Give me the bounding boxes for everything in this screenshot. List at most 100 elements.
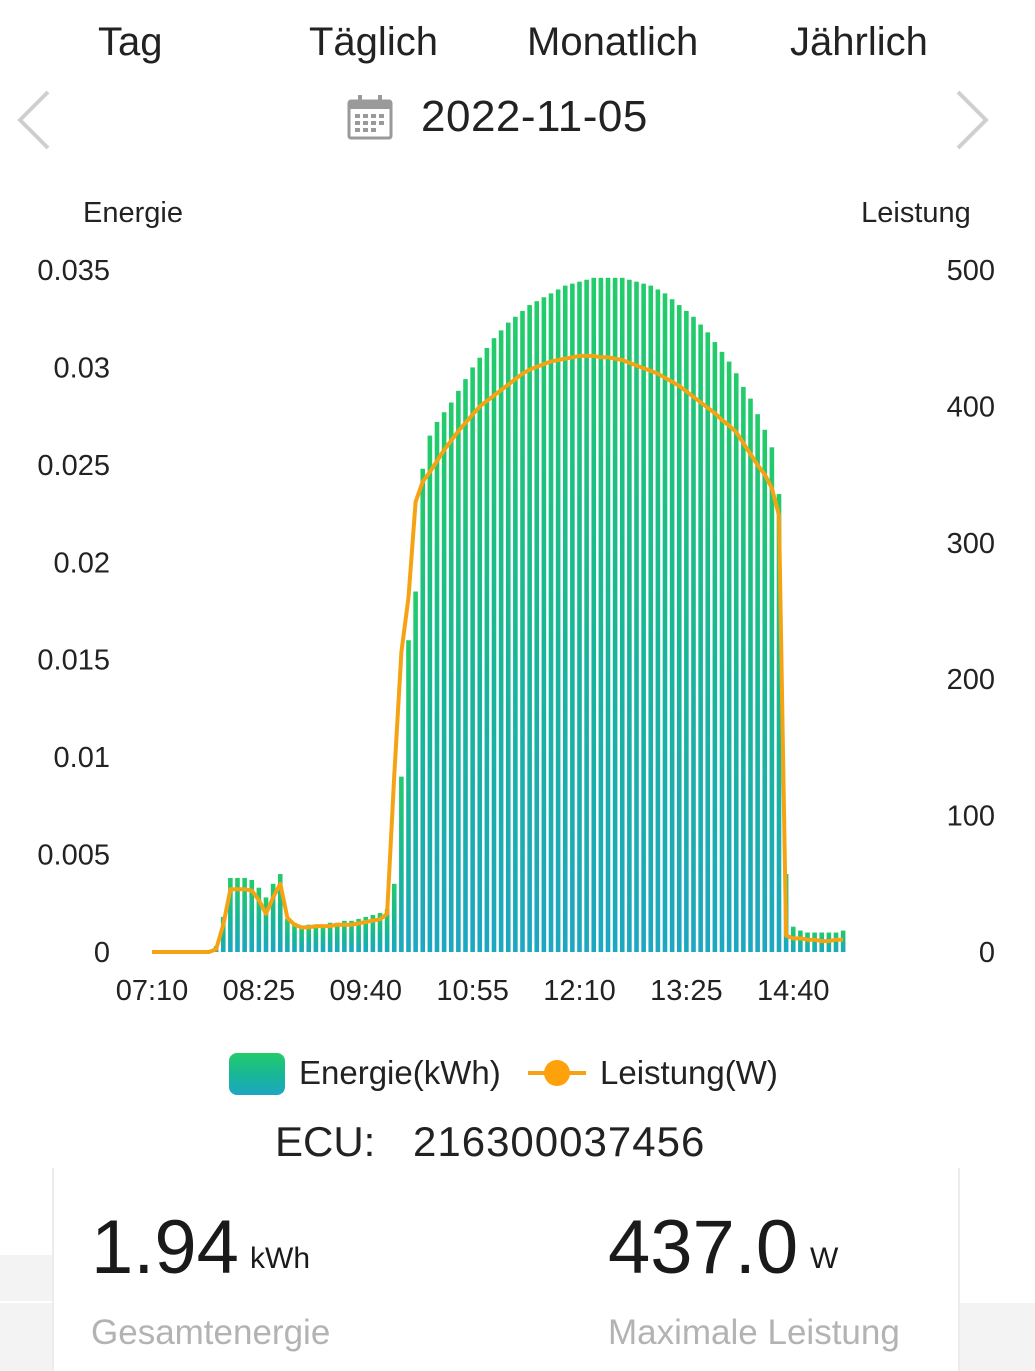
energy-bar[interactable]: [741, 386, 746, 952]
energy-bar[interactable]: [427, 435, 433, 953]
energy-bar[interactable]: [619, 277, 625, 952]
energy-bar[interactable]: [270, 883, 276, 952]
tab-tag[interactable]: Tag: [98, 20, 163, 64]
energy-bar[interactable]: [513, 316, 518, 952]
energy-bar[interactable]: [591, 277, 597, 952]
energy-bar[interactable]: [384, 909, 390, 952]
energy-bar[interactable]: [370, 914, 376, 952]
energy-bar[interactable]: [334, 922, 340, 952]
energy-bar[interactable]: [648, 285, 654, 952]
energy-bar[interactable]: [441, 412, 447, 952]
energy-bar[interactable]: [798, 930, 803, 952]
energy-bar[interactable]: [719, 351, 725, 953]
energy-bar[interactable]: [363, 916, 369, 952]
energy-bar[interactable]: [605, 277, 611, 952]
energy-bar[interactable]: [555, 289, 561, 952]
energy-bar[interactable]: [691, 316, 696, 952]
energy-bar[interactable]: [662, 293, 668, 952]
energy-bar[interactable]: [498, 330, 504, 952]
energy-bar[interactable]: [299, 926, 304, 952]
energy-bar[interactable]: [313, 924, 319, 952]
energy-bar[interactable]: [762, 429, 768, 952]
energy-bar[interactable]: [420, 468, 426, 952]
energy-bar[interactable]: [434, 421, 440, 952]
energy-bar[interactable]: [292, 922, 297, 952]
energy-bar[interactable]: [698, 324, 703, 952]
energy-bar[interactable]: [391, 883, 397, 952]
energy-bar[interactable]: [655, 289, 661, 952]
energy-bar[interactable]: [448, 402, 454, 952]
energy-bar[interactable]: [669, 299, 675, 952]
energy-bar[interactable]: [220, 916, 226, 952]
energy-bar[interactable]: [327, 922, 333, 952]
energy-bar[interactable]: [684, 310, 689, 952]
energy-bar[interactable]: [505, 322, 511, 952]
energy-bar[interactable]: [399, 776, 404, 952]
energy-bar[interactable]: [242, 877, 247, 952]
energy-bar[interactable]: [456, 390, 461, 953]
energy-bar[interactable]: [349, 920, 354, 952]
energy-bar[interactable]: [491, 338, 497, 952]
energy-bar[interactable]: [755, 414, 760, 952]
energy-bar[interactable]: [805, 932, 810, 952]
energy-bar[interactable]: [634, 281, 639, 953]
energy-bar[interactable]: [285, 918, 290, 952]
chevron-left-icon[interactable]: [12, 88, 62, 152]
tab-taeglich[interactable]: Täglich: [309, 20, 438, 64]
energy-bar[interactable]: [627, 279, 632, 952]
energy-bar[interactable]: [712, 342, 718, 952]
energy-bar[interactable]: [776, 494, 782, 952]
energy-bar[interactable]: [641, 283, 646, 952]
energy-bar[interactable]: [733, 373, 739, 952]
selected-date[interactable]: 2022-11-05: [421, 92, 648, 141]
energy-power-chart: Energie Leistung 0.0350.030.0250.020.015…: [37, 197, 995, 1007]
chevron-right-icon[interactable]: [944, 88, 994, 152]
energy-bar[interactable]: [249, 879, 255, 952]
right-tick-label: 0: [979, 937, 995, 969]
energy-bar[interactable]: [833, 932, 839, 952]
energy-bar[interactable]: [228, 877, 233, 952]
energy-bar[interactable]: [256, 887, 262, 952]
power-legend-label[interactable]: Leistung(W): [600, 1054, 778, 1091]
energy-bar[interactable]: [577, 281, 582, 953]
energy-bar[interactable]: [263, 897, 269, 952]
energy-bar[interactable]: [520, 310, 525, 952]
energy-bar[interactable]: [463, 379, 468, 952]
tab-monatlich[interactable]: Monatlich: [527, 20, 699, 64]
energy-bar[interactable]: [356, 918, 361, 952]
energy-bar[interactable]: [840, 930, 846, 952]
energy-bar[interactable]: [277, 874, 283, 952]
energy-bar[interactable]: [548, 293, 554, 952]
energy-bar[interactable]: [676, 305, 682, 952]
tab-jaehrlich[interactable]: Jährlich: [790, 20, 928, 64]
energy-bar[interactable]: [812, 932, 817, 952]
energy-bar[interactable]: [612, 277, 618, 952]
energy-bar[interactable]: [377, 913, 383, 952]
energy-bar[interactable]: [527, 305, 532, 952]
energy-legend-label[interactable]: Energie(kWh): [299, 1054, 501, 1091]
energy-bar[interactable]: [598, 277, 604, 952]
energy-bar[interactable]: [769, 447, 775, 952]
energy-bar[interactable]: [584, 279, 589, 952]
energy-bar[interactable]: [342, 920, 347, 952]
energy-bar[interactable]: [306, 924, 312, 952]
power-legend-icon[interactable]: [528, 1058, 586, 1088]
energy-bar[interactable]: [406, 640, 411, 952]
energy-bar[interactable]: [235, 877, 240, 952]
energy-bar[interactable]: [484, 347, 490, 952]
energy-bar[interactable]: [320, 924, 326, 952]
energy-bar[interactable]: [470, 367, 475, 952]
energy-bar[interactable]: [562, 285, 568, 952]
energy-bar[interactable]: [570, 283, 575, 952]
energy-bar[interactable]: [541, 297, 547, 952]
energy-bar[interactable]: [748, 398, 753, 952]
total-energy-value: 1.94: [91, 1205, 239, 1290]
period-tabs: Tag Täglich Monatlich Jährlich: [0, 20, 1035, 76]
energy-bar[interactable]: [534, 301, 540, 952]
calendar-icon[interactable]: [347, 94, 393, 140]
energy-bar[interactable]: [705, 332, 711, 953]
energy-bar[interactable]: [726, 361, 732, 952]
energy-legend-swatch[interactable]: [229, 1053, 285, 1095]
energy-bar[interactable]: [477, 357, 483, 952]
energy-bar[interactable]: [413, 591, 418, 952]
